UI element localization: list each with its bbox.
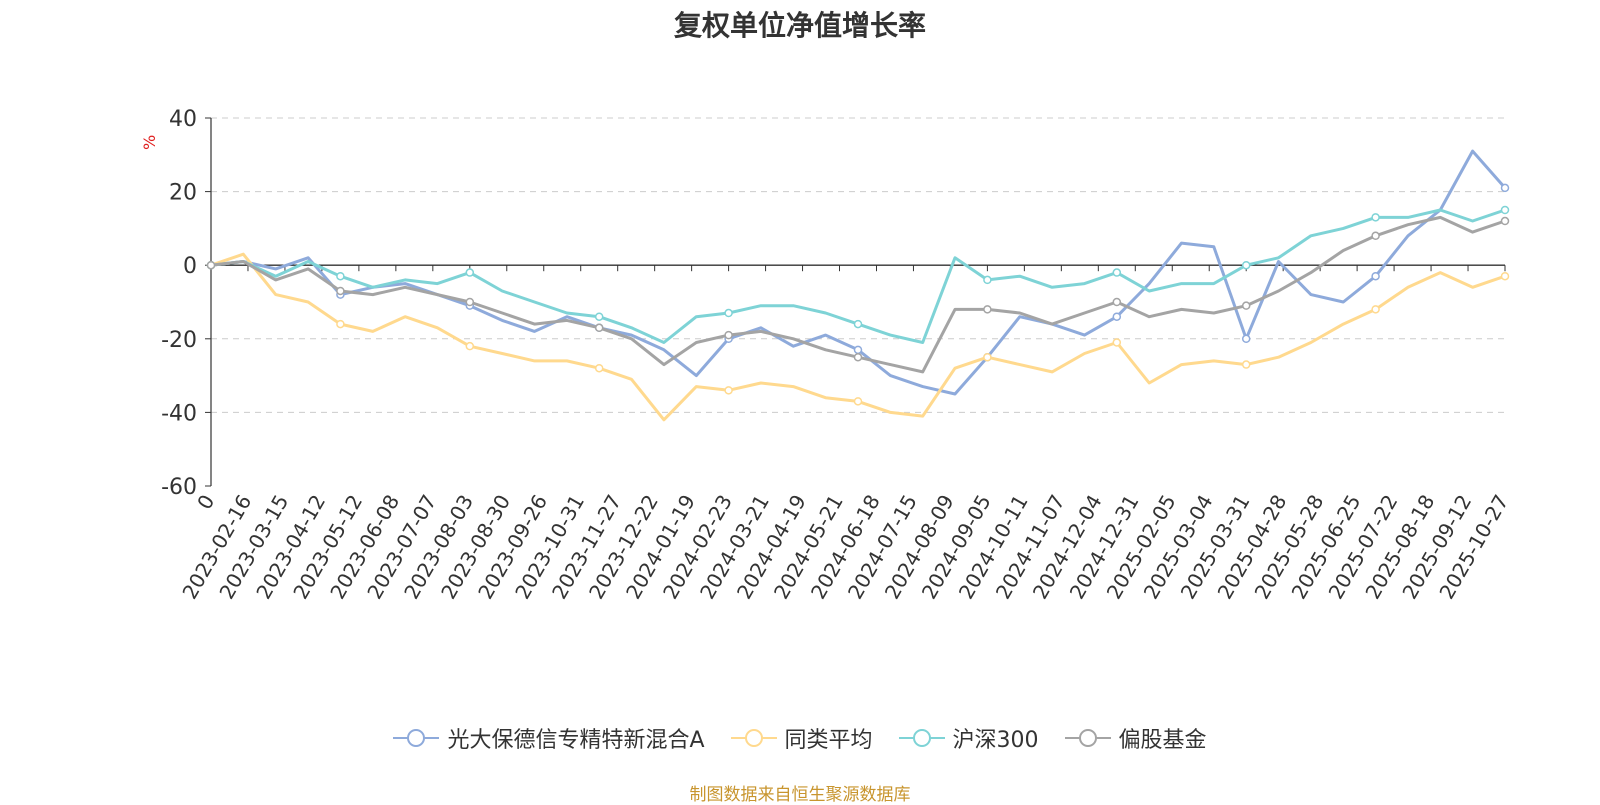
series-point	[336, 319, 345, 329]
series-point	[1371, 213, 1380, 222]
legend-label: 偏股基金	[1118, 728, 1207, 753]
series-point	[1500, 205, 1510, 215]
series-point	[465, 341, 475, 351]
series-point	[1112, 338, 1122, 347]
legend-item[interactable]: 沪深300	[898, 722, 1039, 754]
series-point	[1241, 360, 1251, 369]
series-point	[1112, 297, 1122, 307]
series-point	[465, 268, 475, 277]
series-point	[1112, 268, 1122, 277]
series-point	[853, 397, 863, 406]
series-point	[853, 345, 863, 355]
series-lines	[206, 149, 1510, 422]
y-tick-label: -40	[161, 401, 197, 426]
series-point	[853, 319, 863, 329]
legend-swatch	[730, 729, 777, 747]
series-point	[724, 308, 733, 318]
series-point	[983, 305, 992, 314]
series-point	[336, 271, 345, 281]
series-point	[594, 323, 604, 333]
series-point	[724, 386, 733, 395]
series-point	[983, 352, 992, 362]
line-chart: 40200-20-40-6002023-02-162023-03-152023-…	[161, 107, 1513, 603]
series-point	[1241, 260, 1251, 270]
series-point	[1371, 231, 1380, 241]
series-point	[853, 352, 863, 362]
grid-lines	[211, 117, 1505, 413]
series-point	[1500, 271, 1510, 281]
source-note: 制图数据来自恒生聚源数据库	[689, 785, 911, 805]
series-point	[1500, 216, 1510, 226]
legend-label: 光大保德信专精特新混合A	[447, 728, 705, 753]
series-point	[594, 363, 604, 373]
legend-item[interactable]: 光大保德信专精特新混合A	[393, 722, 705, 754]
series-point	[1241, 301, 1251, 310]
series-point	[206, 260, 216, 270]
series-point	[1371, 271, 1380, 281]
y-tick-label: -20	[161, 328, 197, 353]
legend-swatch	[1064, 729, 1111, 747]
axes	[205, 117, 1506, 487]
y-tick-label: 0	[183, 254, 197, 279]
legend-label: 同类平均	[784, 728, 873, 753]
legend-item[interactable]: 偏股基金	[1064, 722, 1207, 754]
legend-label: 沪深300	[952, 728, 1039, 753]
y-tick-label: 40	[169, 107, 197, 132]
series-point	[1371, 305, 1380, 314]
tick-labels: 40200-20-40-6002023-02-162023-03-152023-…	[161, 107, 1513, 603]
y-tick-label: 20	[169, 181, 197, 206]
chart-title: 复权单位净值增长率	[673, 9, 926, 42]
series-point	[1112, 312, 1122, 321]
series-point	[724, 330, 733, 340]
legend-swatch	[393, 729, 440, 747]
series-point	[465, 297, 475, 307]
x-tick-label: 0	[192, 491, 219, 514]
series-point	[983, 275, 992, 285]
legend-item[interactable]: 同类平均	[730, 722, 873, 754]
y-tick-label: -60	[161, 475, 197, 500]
legend: 光大保德信专精特新混合A 同类平均 沪深300 偏股基金	[0, 722, 1600, 754]
series-point	[594, 312, 604, 321]
legend-swatch	[898, 729, 945, 747]
series-point	[336, 286, 345, 296]
series-point	[1500, 183, 1510, 193]
series-point	[1241, 334, 1251, 344]
